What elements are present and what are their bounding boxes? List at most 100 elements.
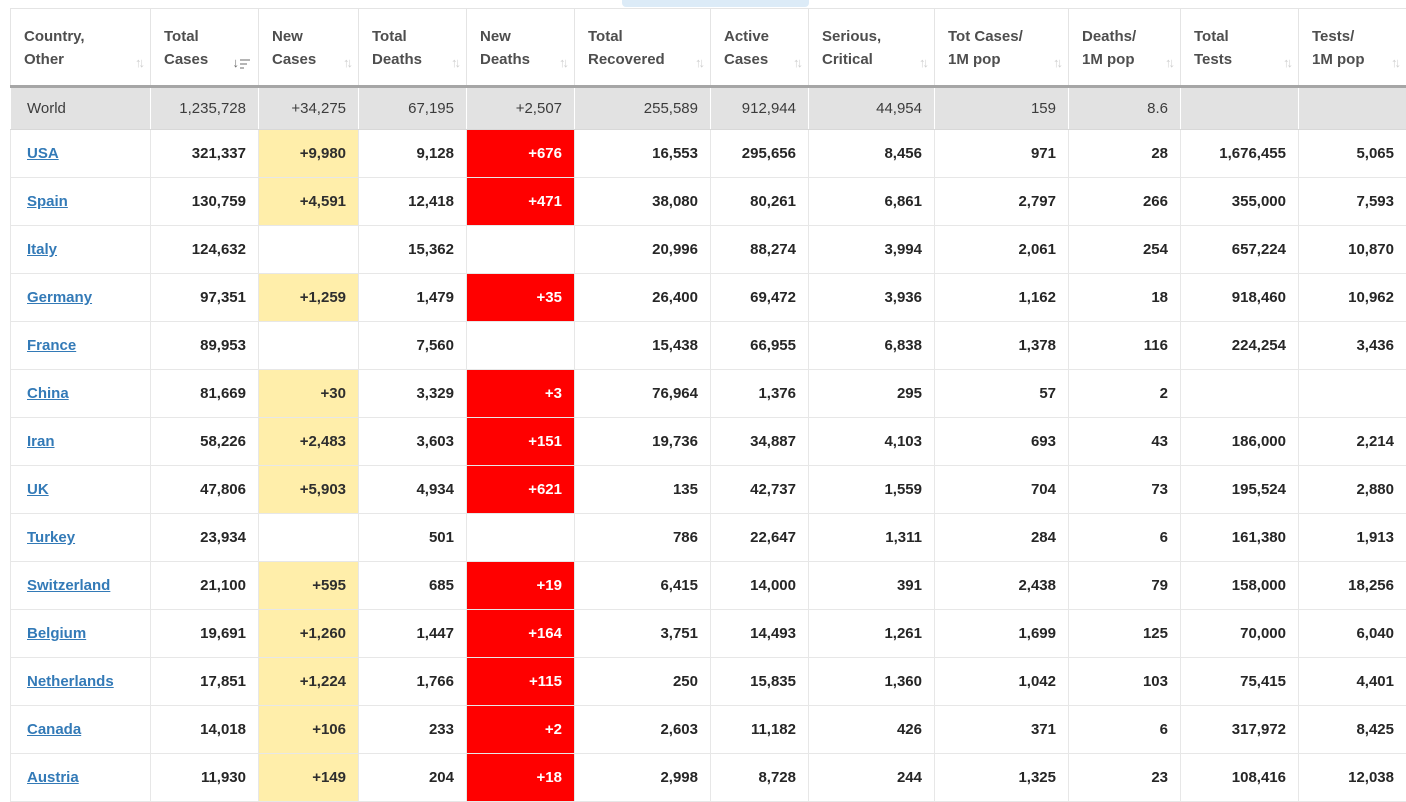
new_deaths-cell: +115 xyxy=(466,657,575,706)
country-link[interactable]: Turkey xyxy=(27,529,76,546)
new_deaths-cell xyxy=(466,513,575,562)
column-label-line1: New xyxy=(272,28,303,45)
sort-toggle-icon[interactable]: ↑↓ xyxy=(135,55,145,70)
country-link[interactable]: France xyxy=(27,337,77,354)
country-link[interactable]: Switzerland xyxy=(27,577,111,594)
total_recovered-cell: 2,603 xyxy=(574,705,711,754)
cases_per_1m-cell: 971 xyxy=(934,129,1069,178)
column-header-total_tests[interactable]: Total Tests ↑↓ xyxy=(1180,8,1299,88)
new_cases-cell: +30 xyxy=(258,369,359,418)
column-label-line2: Deaths xyxy=(480,51,531,68)
serious_critical-cell: 1,311 xyxy=(808,513,935,562)
active_cases-cell: 66,955 xyxy=(710,321,809,370)
total_cases-cell: 321,337 xyxy=(150,129,259,178)
total_deaths-cell: 12,418 xyxy=(358,177,467,226)
deaths_per_1m-cell: 18 xyxy=(1068,273,1181,322)
column-label-line2: 1M pop xyxy=(948,51,1001,68)
total_deaths-cell: 7,560 xyxy=(358,321,467,370)
country-link[interactable]: Netherlands xyxy=(27,673,114,690)
country-cell: Iran xyxy=(10,417,151,466)
sort-desc-active-icon[interactable]: ↓ xyxy=(233,54,250,71)
country-link[interactable]: Italy xyxy=(27,241,58,258)
serious_critical-cell: 1,261 xyxy=(808,609,935,658)
serious_critical-cell: 1,360 xyxy=(808,657,935,706)
column-header-new_deaths[interactable]: New Deaths ↑↓ xyxy=(466,8,575,88)
total_cases-cell: 11,930 xyxy=(150,753,259,802)
tests_per_1m-cell: 1,913 xyxy=(1298,513,1406,562)
column-header-deaths_per_1m[interactable]: Deaths/ 1M pop ↑↓ xyxy=(1068,8,1181,88)
total_tests-cell: 317,972 xyxy=(1180,705,1299,754)
cases_per_1m-cell: 159 xyxy=(934,86,1069,130)
total_cases-cell: 19,691 xyxy=(150,609,259,658)
table-row-switzerland: Switzerland 21,100 +595 685 +19 6,415 14,000 39… xyxy=(10,561,1406,610)
total_cases-cell: 47,806 xyxy=(150,465,259,514)
country-link[interactable]: Canada xyxy=(27,721,82,738)
country-link[interactable]: Austria xyxy=(27,769,79,786)
country-link[interactable]: USA xyxy=(27,145,59,162)
column-header-tests_per_1m[interactable]: Tests/ 1M pop ↑↓ xyxy=(1298,8,1406,88)
new_cases-cell xyxy=(258,513,359,562)
column-header-cases_per_1m[interactable]: Tot Cases/ 1M pop ↑↓ xyxy=(934,8,1069,88)
total_tests-cell: 1,676,455 xyxy=(1180,129,1299,178)
cases_per_1m-cell: 1,325 xyxy=(934,753,1069,802)
total_recovered-cell: 786 xyxy=(574,513,711,562)
serious_critical-cell: 4,103 xyxy=(808,417,935,466)
total_tests-cell: 108,416 xyxy=(1180,753,1299,802)
column-label-line2: 1M pop xyxy=(1312,51,1365,68)
sort-toggle-icon[interactable]: ↑↓ xyxy=(559,55,569,70)
new_cases-cell: +5,903 xyxy=(258,465,359,514)
total_deaths-cell: 3,329 xyxy=(358,369,467,418)
sort-toggle-icon[interactable]: ↑↓ xyxy=(793,55,803,70)
country-link[interactable]: Germany xyxy=(27,289,93,306)
table-row-netherlands: Netherlands 17,851 +1,224 1,766 +115 250 15,83… xyxy=(10,657,1406,706)
top-partial-tab[interactable] xyxy=(622,0,809,7)
column-header-total_cases[interactable]: Total Cases ↓ xyxy=(150,8,259,88)
world-label-cell: World xyxy=(10,86,151,130)
table-row-iran: Iran 58,226 +2,483 3,603 +151 19,736 34,887 4,1… xyxy=(10,417,1406,466)
table-row-austria: Austria 11,930 +149 204 +18 2,998 8,728 244 1,32… xyxy=(10,753,1406,802)
column-header-serious_critical[interactable]: Serious, Critical ↑↓ xyxy=(808,8,935,88)
sort-toggle-icon[interactable]: ↑↓ xyxy=(451,55,461,70)
new_deaths-cell: +164 xyxy=(466,609,575,658)
sort-toggle-icon[interactable]: ↑↓ xyxy=(1283,55,1293,70)
column-header-new_cases[interactable]: New Cases ↑↓ xyxy=(258,8,359,88)
country-link[interactable]: UK xyxy=(27,481,49,498)
deaths_per_1m-cell: 125 xyxy=(1068,609,1181,658)
total_recovered-cell: 250 xyxy=(574,657,711,706)
sort-toggle-icon[interactable]: ↑↓ xyxy=(919,55,929,70)
column-label-line1: New xyxy=(480,28,511,45)
serious_critical-cell: 3,936 xyxy=(808,273,935,322)
total_recovered-cell: 20,996 xyxy=(574,225,711,274)
tests_per_1m-cell: 10,870 xyxy=(1298,225,1406,274)
total_deaths-cell: 15,362 xyxy=(358,225,467,274)
country-link[interactable]: Belgium xyxy=(27,625,87,642)
tests_per_1m-cell: 10,962 xyxy=(1298,273,1406,322)
deaths_per_1m-cell: 23 xyxy=(1068,753,1181,802)
sort-toggle-icon[interactable]: ↑↓ xyxy=(695,55,705,70)
column-header-total_recovered[interactable]: Total Recovered ↑↓ xyxy=(574,8,711,88)
covid-stats-table: Country, Other ↑↓ Total Cases ↓ New Case… xyxy=(10,8,1406,802)
cases_per_1m-cell: 704 xyxy=(934,465,1069,514)
tests_per_1m-cell xyxy=(1298,86,1406,130)
total_cases-cell: 130,759 xyxy=(150,177,259,226)
deaths_per_1m-cell: 6 xyxy=(1068,705,1181,754)
sort-toggle-icon[interactable]: ↑↓ xyxy=(1391,55,1401,70)
sort-toggle-icon[interactable]: ↑↓ xyxy=(1053,55,1063,70)
new_cases-cell: +595 xyxy=(258,561,359,610)
new_deaths-cell: +3 xyxy=(466,369,575,418)
sort-toggle-icon[interactable]: ↑↓ xyxy=(343,55,353,70)
country-link[interactable]: Iran xyxy=(27,433,55,450)
country-cell: Spain xyxy=(10,177,151,226)
new_cases-cell: +2,483 xyxy=(258,417,359,466)
column-header-active_cases[interactable]: Active Cases ↑↓ xyxy=(710,8,809,88)
cases_per_1m-cell: 2,438 xyxy=(934,561,1069,610)
sort-toggle-icon[interactable]: ↑↓ xyxy=(1165,55,1175,70)
total_deaths-cell: 685 xyxy=(358,561,467,610)
active_cases-cell: 912,944 xyxy=(710,86,809,130)
country-link[interactable]: Spain xyxy=(27,193,68,210)
column-header-total_deaths[interactable]: Total Deaths ↑↓ xyxy=(358,8,467,88)
country-link[interactable]: China xyxy=(27,385,69,402)
column-header-country[interactable]: Country, Other ↑↓ xyxy=(10,8,151,88)
tests_per_1m-cell xyxy=(1298,369,1406,418)
